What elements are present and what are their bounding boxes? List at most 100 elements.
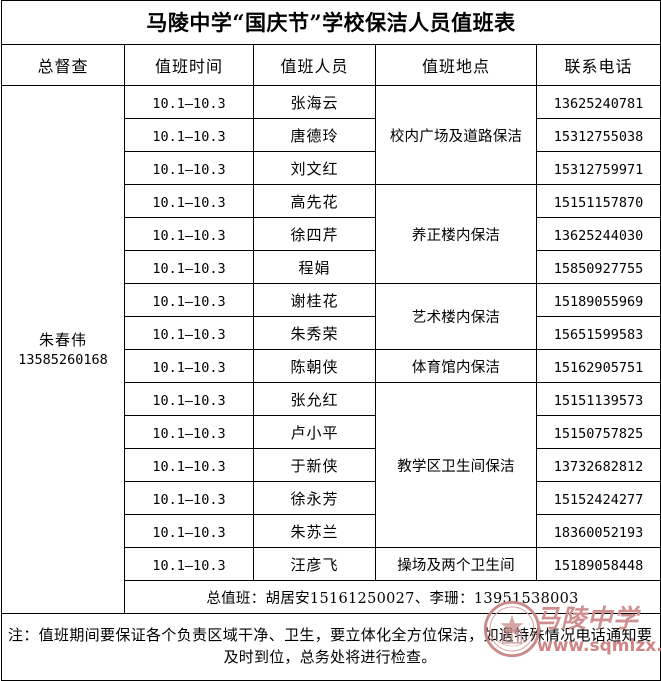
supervisor-name: 朱春伟 — [38, 331, 87, 350]
cell-contact-phone: 18360052193 — [535, 514, 661, 548]
duty-person-value: 朱秀荣 — [290, 324, 339, 343]
cell-duty-time: 10.1—10.3 — [124, 382, 254, 416]
supervisor-cell: 朱春伟 13585260168 — [1, 85, 125, 614]
cell-duty-time: 10.1—10.3 — [124, 415, 254, 449]
cell-duty-time: 10.1—10.3 — [124, 151, 254, 185]
duty-place-value: 操场及两个卫生间 — [397, 557, 515, 574]
cell-contact-phone: 15189058448 — [535, 547, 661, 581]
contact-phone-value: 15312755038 — [553, 128, 644, 145]
header-label-supervisor: 总督查 — [37, 57, 89, 76]
cell-contact-phone: 15151157870 — [535, 184, 661, 218]
duty-time-value: 10.1—10.3 — [152, 161, 226, 178]
duty-time-value: 10.1—10.3 — [152, 557, 226, 574]
duty-time-value: 10.1—10.3 — [152, 227, 226, 244]
document-title-cell: 马陵中学“国庆节”学校保洁人员值班表 — [0, 0, 661, 45]
cell-duty-place: 体育馆内保洁 — [375, 349, 537, 383]
cell-contact-phone: 15162905751 — [535, 349, 661, 383]
duty-time-value: 10.1—10.3 — [152, 524, 226, 541]
contact-phone-value: 13625240781 — [553, 95, 644, 112]
duty-time-value: 10.1—10.3 — [152, 392, 226, 409]
cell-duty-person: 陈朝侠 — [253, 349, 376, 383]
cell-duty-place: 校内广场及道路保洁 — [375, 85, 537, 185]
duty-time-value: 10.1—10.3 — [152, 458, 226, 475]
header-cell-duty-person: 值班人员 — [253, 44, 376, 86]
cell-duty-place: 养正楼内保洁 — [375, 184, 537, 284]
title-row: 马陵中学“国庆节”学校保洁人员值班表 — [0, 0, 661, 45]
cell-contact-phone: 15850927755 — [535, 250, 661, 284]
note-value: 注：值班期间要保证各个负责区域干净、卫生，要立体化全方位保洁，如遇特殊情况电话通… — [8, 626, 653, 666]
duty-time-value: 10.1—10.3 — [152, 491, 226, 508]
duty-place-value: 艺术楼内保洁 — [411, 310, 501, 326]
cell-duty-person: 徐永芳 — [253, 481, 376, 515]
table-row: 10.1—10.3 高先花 养正楼内保洁 15151157870 — [2, 184, 661, 284]
duty-place-value: 校内广场及道路保洁 — [389, 128, 523, 145]
cell-contact-phone: 13732682812 — [535, 448, 661, 482]
duty-person-value: 卢小平 — [290, 423, 339, 442]
contact-phone-value: 15189055969 — [553, 293, 644, 310]
duty-person-value: 刘文红 — [290, 159, 339, 178]
contact-phone-value: 15152424277 — [553, 491, 644, 508]
cell-duty-time: 10.1—10.3 — [124, 448, 254, 482]
cell-duty-place: 教学区卫生间保洁 — [375, 382, 537, 548]
table-row: 10.1—10.3 陈朝侠 体育馆内保洁 15162905751 — [2, 349, 661, 383]
duty-person-value: 张允红 — [290, 390, 339, 409]
header-label-duty-person: 值班人员 — [280, 57, 349, 76]
table-row: 10.1—10.3 程娟 15850927755 — [2, 250, 661, 284]
duty-person-value: 程娟 — [298, 258, 331, 277]
duty-person-value: 于新侠 — [290, 456, 339, 475]
chief-duty-value: 总值班：胡居安15161250027、李珊：13951538003 — [206, 590, 579, 607]
cell-duty-place: 艺术楼内保洁 — [375, 283, 537, 350]
contact-phone-value: 18360052193 — [553, 524, 644, 541]
contact-phone-value: 15162905751 — [553, 359, 644, 376]
table-row: 10.1—10.3 谢桂花 艺术楼内保洁 15189055969 — [2, 283, 661, 350]
cell-contact-phone: 15189055969 — [535, 283, 661, 317]
header-row: 总督查 值班时间 值班人员 值班地点 联系电话 — [1, 44, 661, 86]
supervisor-info: 朱春伟 13585260168 — [2, 330, 124, 368]
table-row: 10.1—10.3 唐德玲 15312755038 — [2, 118, 661, 152]
table-row: 10.1—10.3 朱秀荣 15651599583 — [2, 316, 661, 350]
cell-contact-phone: 15312759971 — [535, 151, 661, 185]
cell-duty-person: 程娟 — [253, 250, 376, 284]
table-row: 10.1—10.3 卢小平 15150757825 — [2, 415, 661, 449]
duty-time-value: 10.1—10.3 — [152, 359, 226, 376]
note-row: 注：值班期间要保证各个负责区域干净、卫生，要立体化全方位保洁，如遇特殊情况电话通… — [0, 613, 661, 681]
cell-contact-phone: 15151139573 — [535, 382, 661, 416]
contact-phone-value: 15651599583 — [553, 326, 644, 343]
duty-person-value: 张海云 — [290, 93, 339, 112]
duty-time-value: 10.1—10.3 — [152, 326, 226, 343]
table-row: 10.1—10.3 张允红 教学区卫生间保洁 15151139573 — [2, 382, 661, 548]
cell-duty-time: 10.1—10.3 — [124, 316, 254, 350]
duty-place-value: 体育馆内保洁 — [411, 359, 501, 376]
cell-duty-time: 10.1—10.3 — [124, 514, 254, 548]
cell-duty-person: 刘文红 — [253, 151, 376, 185]
duty-person-value: 汪彦飞 — [290, 555, 339, 574]
header-cell-contact-phone: 联系电话 — [535, 44, 661, 86]
duty-time-value: 10.1—10.3 — [152, 260, 226, 277]
cell-duty-place: 操场及两个卫生间 — [375, 547, 537, 581]
contact-phone-value: 15150757825 — [553, 425, 644, 442]
header-label-duty-place: 值班地点 — [421, 57, 490, 76]
table-row: 10.1—10.3 徐永芳 15152424277 — [2, 481, 661, 515]
duty-person-value: 高先花 — [290, 192, 339, 211]
header-cell-supervisor: 总督查 — [1, 44, 125, 86]
header-label-duty-time: 值班时间 — [154, 57, 223, 76]
table-row: 朱春伟 13585260168 10.1—10.3 张海云校内广场及道路保洁 13625… — [1, 85, 661, 614]
cell-contact-phone: 15152424277 — [535, 481, 661, 515]
cell-duty-person: 张海云 — [253, 85, 376, 119]
cell-contact-phone: 15312755038 — [535, 118, 661, 152]
cell-duty-time: 10.1—10.3 — [124, 118, 254, 152]
header-cell-duty-place: 值班地点 — [375, 44, 537, 86]
duty-time-value: 10.1—10.3 — [152, 425, 226, 442]
supervisor-phone: 13585260168 — [18, 351, 108, 368]
cell-duty-person: 唐德玲 — [253, 118, 376, 152]
duty-person-value: 唐德玲 — [290, 126, 339, 145]
cell-duty-time: 10.1—10.3 — [124, 85, 254, 119]
cell-duty-person: 汪彦飞 — [253, 547, 376, 581]
cell-duty-person: 于新侠 — [253, 448, 376, 482]
header-cell-duty-time: 值班时间 — [124, 44, 254, 86]
contact-phone-value: 15151157870 — [553, 194, 644, 211]
duty-person-value: 徐永芳 — [290, 489, 339, 508]
cell-duty-time: 10.1—10.3 — [124, 184, 254, 218]
